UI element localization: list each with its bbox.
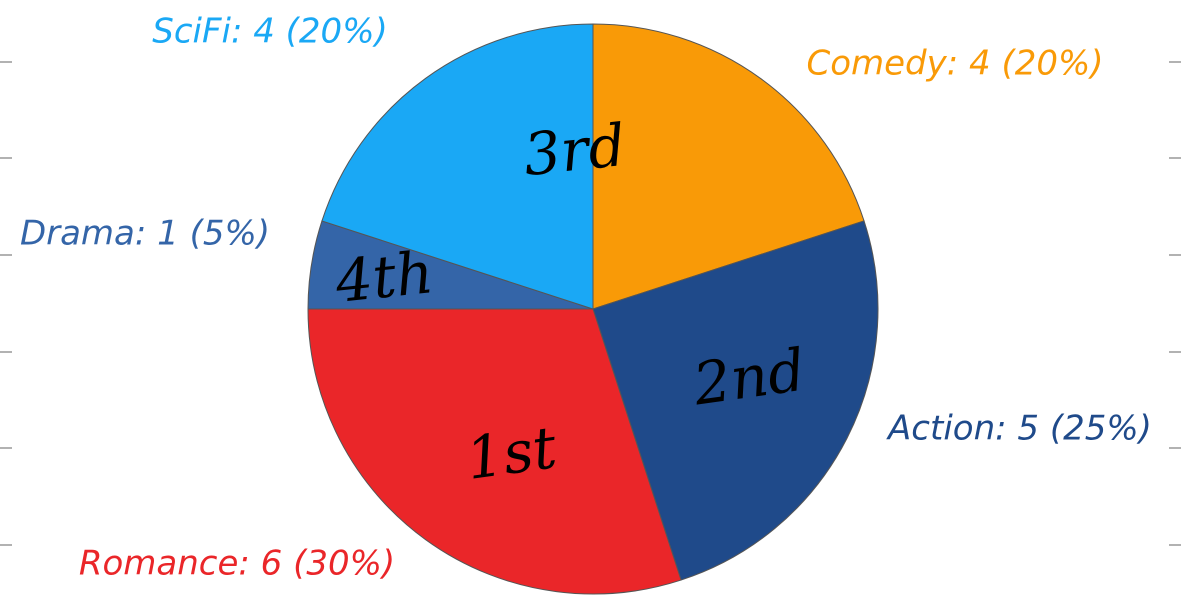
pie-slice <box>321 23 594 310</box>
edge-ticks <box>0 61 1181 546</box>
slice-label: Action: 5 (25%) <box>886 409 1152 449</box>
slice-label: SciFi: 4 (20%) <box>152 12 388 52</box>
handwritten-annotation: 4th <box>331 238 436 316</box>
handwritten-annotation: 3rd <box>520 111 628 189</box>
pie-slice <box>592 220 879 581</box>
pie-slice <box>307 308 682 595</box>
pie-slice <box>592 23 865 310</box>
slice-label: Comedy: 4 (20%) <box>806 44 1103 84</box>
handwritten-annotation: 2nd <box>688 336 809 419</box>
slice-label: Drama: 1 (5%) <box>20 214 270 254</box>
slice-label: Romance: 6 (30%) <box>79 544 395 584</box>
handwritten-annotation: 1st <box>462 413 561 493</box>
